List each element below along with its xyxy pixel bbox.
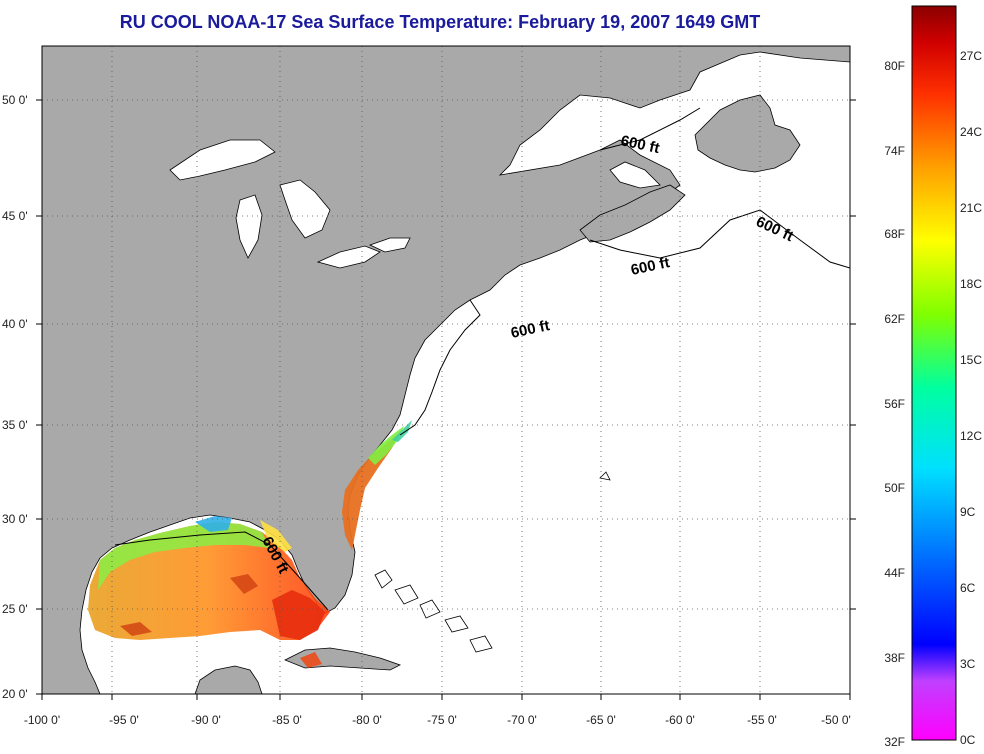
x-tick-label: -55 0' (747, 713, 777, 727)
x-tick-label: -50 0' (821, 713, 851, 727)
y-tick-label: 25 0' (2, 602, 28, 616)
y-tick-label: 45 0' (2, 209, 28, 223)
colorbar-f-label: 80F (884, 59, 905, 73)
map-plot-area: 600 ft 600 ft 600 ft 600 ft 600 ft (42, 46, 850, 694)
colorbar-c-label: 6C (960, 581, 976, 595)
colorbar-f-label: 38F (884, 651, 905, 665)
y-tick-label: 50 0' (2, 93, 28, 107)
y-tick-label: 40 0' (2, 317, 28, 331)
sst-southeast-coast (342, 420, 412, 550)
colorbar-c-label: 3C (960, 657, 976, 671)
isobath-600ft (114, 107, 850, 611)
colorbar-f-labels: 80F 74F 68F 62F 56F 50F 44F 38F 32F (884, 59, 905, 749)
colorbar-c-label: 24C (960, 125, 982, 139)
y-axis (36, 99, 856, 695)
sst-gulf-of-mexico (88, 516, 330, 668)
x-tick-label: -95 0' (109, 713, 139, 727)
colorbar-c-label: 27C (960, 49, 982, 63)
colorbar-c-label: 18C (960, 277, 982, 291)
graticule (42, 46, 850, 694)
nova-scotia-land (579, 184, 686, 243)
colorbar-c-labels: 27C 24C 21C 18C 15C 12C 9C 6C 3C 0C (960, 49, 982, 747)
y-tick-label: 20 0' (2, 687, 28, 701)
newfoundland-land (694, 94, 801, 173)
x-tick-label: -90 0' (191, 713, 221, 727)
x-tick-label: -70 0' (507, 713, 537, 727)
x-axis-labels: -100 0' -95 0' -90 0' -85 0' -80 0' -75 … (24, 713, 851, 727)
yucatan-land (194, 665, 263, 694)
colorbar-f-label: 50F (884, 481, 905, 495)
y-tick-label: 35 0' (2, 418, 28, 432)
x-tick-label: -65 0' (586, 713, 616, 727)
colorbar-c-label: 12C (960, 429, 982, 443)
colorbar-c-label: 15C (960, 353, 982, 367)
x-tick-label: -80 0' (352, 713, 382, 727)
colorbar (911, 5, 957, 741)
x-tick-label: -60 0' (665, 713, 695, 727)
colorbar-c-label: 21C (960, 201, 982, 215)
y-axis-labels: 50 0' 45 0' 40 0' 35 0' 30 0' 25 0' 20 0… (2, 93, 28, 701)
great-lakes (169, 139, 661, 269)
x-tick-label: -100 0' (24, 713, 60, 727)
colorbar-f-label: 62F (884, 312, 905, 326)
colorbar-f-label: 74F (884, 144, 905, 158)
colorbar-c-label: 0C (960, 733, 976, 747)
x-axis (41, 694, 851, 700)
plot-frame (41, 45, 851, 695)
bahamas-islands (374, 471, 611, 653)
colorbar-c-label: 9C (960, 505, 976, 519)
map-title: RU COOL NOAA-17 Sea Surface Temperature:… (119, 12, 761, 32)
colorbar-f-label: 44F (884, 566, 905, 580)
y-tick-label: 30 0' (2, 512, 28, 526)
x-tick-label: -75 0' (427, 713, 457, 727)
colorbar-f-label: 56F (884, 397, 905, 411)
colorbar-f-label: 68F (884, 227, 905, 241)
colorbar-f-label: 32F (884, 735, 905, 749)
x-tick-label: -85 0' (272, 713, 302, 727)
